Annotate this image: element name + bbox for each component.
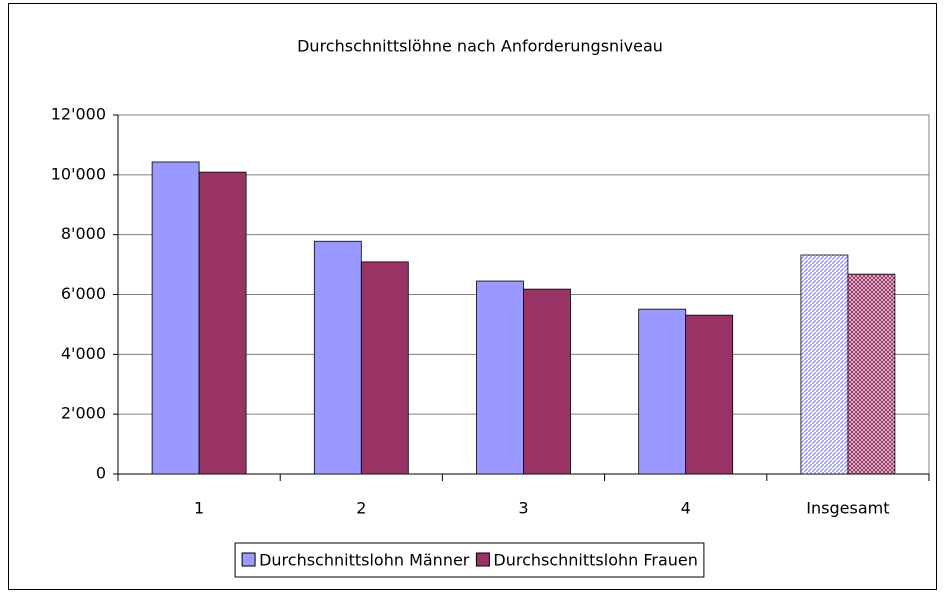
- y-tick-label: 12'000: [51, 105, 106, 124]
- bar: [360, 261, 409, 475]
- legend-swatch: [475, 552, 490, 567]
- bar: [476, 280, 524, 475]
- x-tick-label: 3: [518, 499, 528, 518]
- bar: [638, 308, 687, 475]
- x-tick-label: 2: [356, 499, 366, 518]
- bar: [198, 171, 247, 475]
- y-tick-label: 4'000: [61, 344, 106, 363]
- bar: [847, 273, 896, 475]
- y-tick-label: 10'000: [51, 164, 106, 183]
- bar: [313, 240, 362, 475]
- x-tick-label: 4: [681, 499, 691, 518]
- y-tick-label: 0: [96, 464, 106, 483]
- legend-box: [234, 542, 705, 578]
- y-tick-label: 2'000: [61, 404, 106, 423]
- legend-swatch: [241, 552, 256, 567]
- chart-title: Durchschnittslöhne nach Anforderungsnive…: [297, 37, 663, 56]
- bar: [685, 314, 734, 475]
- x-tick-label: 1: [194, 499, 204, 518]
- y-tick-label: 6'000: [61, 284, 106, 303]
- x-tick-label: Insgesamt: [806, 499, 889, 518]
- bar: [523, 288, 571, 475]
- legend-label: Durchschnittslohn Männer: [259, 551, 470, 570]
- bar: [800, 254, 849, 475]
- bar: [151, 161, 200, 475]
- legend-label: Durchschnittslohn Frauen: [493, 551, 698, 570]
- y-tick-label: 8'000: [61, 224, 106, 243]
